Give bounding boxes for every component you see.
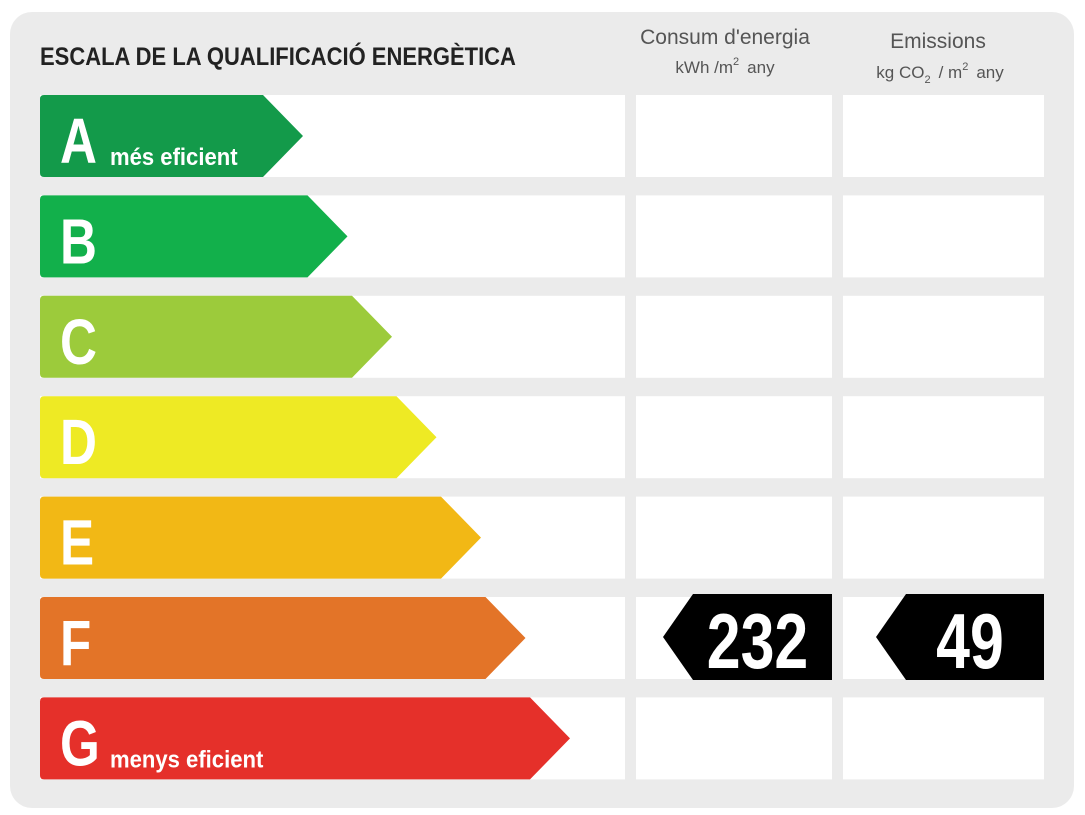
unit-sup: 2 <box>733 56 739 68</box>
grade-letter: G <box>60 709 100 780</box>
grade-letter: A <box>60 107 97 178</box>
title: ESCALA DE LA QUALIFICACIÓ ENERGÈTICA <box>40 42 516 71</box>
grade-arrow <box>40 396 437 479</box>
grade-arrow <box>40 295 392 378</box>
emissions-value: 49 <box>936 598 1004 685</box>
unit-part: kWh /m <box>675 58 733 77</box>
unit-part: any <box>747 58 775 77</box>
grade-arrow <box>40 597 526 679</box>
grade-letter: B <box>60 207 97 278</box>
energy-cell <box>636 195 832 278</box>
unit-part: kg CO <box>876 63 924 82</box>
energy-cell <box>636 697 832 780</box>
emissions-cell <box>843 195 1044 278</box>
grade-letter: D <box>60 408 97 479</box>
grade-arrow <box>40 496 481 579</box>
energy-indicator <box>663 594 832 680</box>
grade-arrow <box>40 95 303 177</box>
energy-value: 232 <box>707 598 809 685</box>
energy-unit: kWh /m2 any <box>675 56 775 77</box>
energy-header: Consum d'energia <box>640 26 810 49</box>
grade-arrow <box>40 195 348 278</box>
energy-cell <box>636 295 832 378</box>
grade-letter: C <box>60 307 97 378</box>
grade-letter: E <box>60 508 94 579</box>
emissions-header: Emissions <box>890 30 986 53</box>
unit-sub: 2 <box>924 74 930 86</box>
emissions-cell <box>843 295 1044 378</box>
unit-part: / m <box>939 63 963 82</box>
emissions-indicator <box>876 594 1044 680</box>
grade-arrow <box>40 697 570 780</box>
energy-cell <box>636 95 832 177</box>
energy-cell <box>636 396 832 479</box>
emissions-cell <box>843 95 1044 177</box>
grade-note: menys eficient <box>110 746 264 773</box>
emissions-cell <box>843 396 1044 479</box>
unit-part: any <box>976 63 1004 82</box>
grade-note: més eficient <box>110 143 238 170</box>
grade-letter: F <box>60 609 91 680</box>
emissions-unit: kg CO2/ m2 any <box>876 61 1004 86</box>
emissions-cell <box>843 697 1044 780</box>
unit-sup: 2 <box>962 61 968 73</box>
energy-cell <box>636 496 832 579</box>
emissions-cell <box>843 496 1044 579</box>
